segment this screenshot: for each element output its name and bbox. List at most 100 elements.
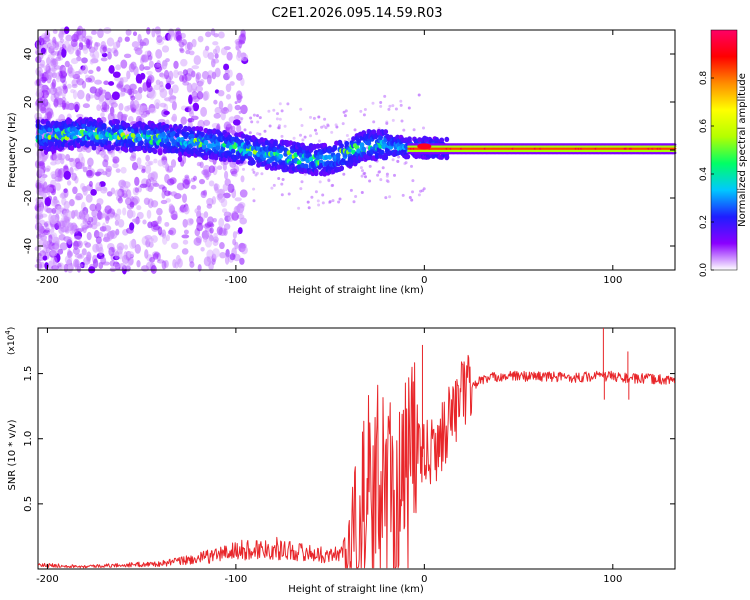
spectrogram-cell (344, 109, 348, 113)
spectrogram-cell (240, 175, 245, 183)
spectrogram-cell (347, 138, 351, 141)
spectrogram-cell (208, 180, 215, 187)
spectrogram-cell (301, 138, 305, 142)
spectrogram-cell (335, 152, 341, 158)
spectrogram-cell (161, 109, 169, 118)
spectrogram-cell (212, 58, 220, 64)
spectrogram-cell (131, 162, 139, 171)
spectrogram-cell (212, 217, 217, 223)
spectrogram-cell (145, 178, 152, 188)
spectrogram-cell (85, 194, 93, 203)
spectrogram-cell (180, 116, 187, 125)
spectrogram-cell (239, 243, 247, 249)
spectrogram-cell (82, 103, 90, 109)
colorbar-tick-label: 0.2 (699, 215, 709, 229)
spectrogram-cell (115, 64, 122, 71)
spectrogram-cell (153, 158, 158, 164)
spectrogram-cell (126, 209, 134, 219)
spectrogram-cell (315, 143, 321, 149)
spectrogram-cell (148, 60, 154, 68)
spectrogram-cell (344, 140, 350, 147)
spectrogram-cell (120, 114, 128, 122)
spectrogram-cell (139, 140, 144, 146)
spectrogram-cell (223, 63, 230, 71)
spectrogram-cell (381, 166, 385, 170)
spectrogram-cell (77, 240, 83, 249)
spectrogram-cell (368, 164, 372, 168)
spectrogram-cell (133, 217, 141, 225)
spectrogram-cell (129, 155, 137, 162)
spectrogram-cell (226, 51, 233, 61)
spectrogram-cell (114, 214, 121, 221)
spectrogram-cell (417, 93, 421, 97)
spectrogram-cell (134, 187, 139, 193)
spectrogram-cell (161, 260, 167, 270)
spectrogram-cell (248, 131, 252, 135)
spectrogram-cell (45, 107, 54, 118)
spectrogram-cell (216, 165, 223, 171)
spectrogram-cell (59, 220, 66, 229)
spectrogram-cell (103, 225, 112, 232)
spectrogram-cell (116, 208, 122, 216)
spectrogram-cell (236, 105, 240, 109)
spectrogram-cell (117, 36, 123, 43)
spectrogram-cell (98, 96, 104, 105)
spectrogram-cell (153, 84, 161, 91)
spectrogram-cell (41, 193, 47, 199)
spectrogram-x-tick-label: 100 (603, 275, 622, 286)
spectrogram-cell (131, 41, 140, 48)
spectrogram-cell (379, 104, 383, 108)
spectrogram-cell (35, 66, 43, 77)
spectrogram-cell (300, 124, 304, 127)
spectrogram-cell (141, 168, 146, 174)
spectrogram-cell (193, 55, 202, 66)
spectrogram-cell (71, 172, 77, 181)
spectrogram-cell (308, 156, 314, 162)
spectrogram-cell (223, 223, 231, 230)
spectrogram-cell (103, 104, 110, 110)
spectrogram-cell (297, 206, 301, 210)
spectrogram-cell (172, 258, 177, 269)
spectrogram-cell (134, 244, 141, 254)
spectrogram-cell (168, 87, 174, 96)
spectrogram-cell (193, 237, 202, 246)
spectrogram-cell (142, 219, 147, 225)
spectrogram-cell (66, 180, 72, 186)
spectrogram-cell (218, 217, 225, 228)
spectrogram-cell (137, 164, 144, 170)
colorbar-tick-label: 0.6 (699, 119, 709, 134)
spectrogram-cell (182, 239, 189, 245)
spectrogram-cell (101, 123, 107, 129)
spectrogram-cell (108, 246, 115, 257)
spectrogram-cell (139, 183, 148, 189)
spectrogram-cell (309, 134, 312, 138)
spectrogram-cell (213, 232, 218, 239)
spectrogram-cell (97, 28, 104, 39)
spectrogram-cell (331, 199, 335, 203)
spectrogram-cell (240, 95, 243, 99)
spectrogram-cell (50, 215, 58, 225)
colorbar: 0.0 0.2 0.4 0.6 0.8 Normalized spectral ampl… (699, 29, 748, 277)
spectrogram-cell (200, 246, 205, 252)
spectrogram-cell (76, 89, 85, 100)
spectrogram-cell (230, 125, 236, 132)
spectrogram-cell (243, 128, 247, 132)
spectrogram-cell (307, 206, 311, 210)
spectrogram-cell (44, 205, 49, 213)
spectrogram-cell (231, 210, 239, 219)
spectrogram-cell (207, 52, 215, 60)
spectrogram-cell (345, 134, 349, 137)
spectrogram-cell (241, 53, 249, 62)
spectrogram-cell (247, 151, 253, 157)
spectrogram-cell (132, 99, 140, 110)
spectrogram-cell (124, 36, 130, 42)
spectrogram-cell (276, 112, 279, 116)
spectrogram-cell (312, 116, 316, 120)
snr-scale-close: ) (7, 327, 17, 331)
spectrogram-cell (280, 109, 284, 113)
spectrogram-cell (91, 30, 98, 35)
spectrogram-cell (120, 59, 128, 69)
spectrogram-cell (125, 29, 132, 36)
spectrogram-cell (57, 205, 62, 212)
spectrogram-cell (150, 220, 159, 228)
